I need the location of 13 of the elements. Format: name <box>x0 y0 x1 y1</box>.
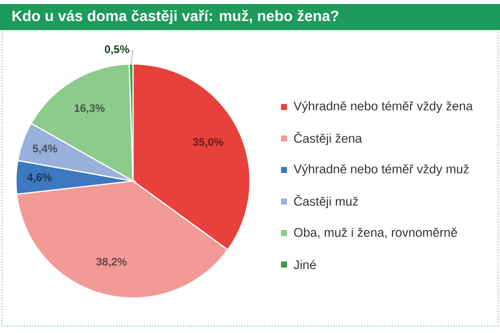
legend-label: Oba, muž i žena, rovnoměrně <box>294 228 457 238</box>
legend-label: Výhradně nebo téměř vždy žena <box>294 101 473 113</box>
legend-label: Jiné <box>294 260 316 270</box>
data-label: 38,2% <box>96 258 127 268</box>
chart-title: Kdo u vás doma častěji vaří: muž, nebo žena? <box>12 10 338 24</box>
legend-label: Častěji muž <box>294 194 358 208</box>
legend-label: Častěji žena <box>294 132 362 146</box>
data-label: 16,3% <box>74 104 105 114</box>
data-label: 4,6% <box>27 173 52 183</box>
data-label: 5,4% <box>32 144 58 154</box>
data-label: 0,5% <box>104 45 130 55</box>
data-label: 35,0% <box>192 138 224 148</box>
legend-label: Výhradně nebo téměř vždy muž <box>294 164 469 176</box>
